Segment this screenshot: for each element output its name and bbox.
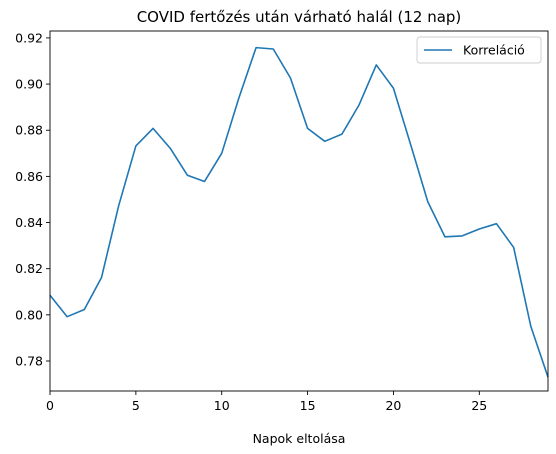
chart-title: COVID fertőzés után várható halál (12 na… [137,8,462,26]
y-tick-label: 0.82 [15,261,43,276]
y-tick-label: 0.92 [15,30,43,45]
series-line-0 [49,46,549,378]
y-tick-label: 0.88 [15,123,43,138]
legend: Korreláció [416,36,542,64]
legend-box [416,36,542,64]
series-layer [49,46,549,378]
x-tick-label: 0 [46,398,54,413]
plot-frame [49,30,549,392]
y-tick-label: 0.80 [15,307,43,322]
x-tick-label: 25 [471,398,487,413]
x-tick-label: 15 [300,398,316,413]
y-tick-label: 0.78 [15,354,43,369]
x-tick-label: 5 [132,398,140,413]
y-tick-label: 0.90 [15,77,43,92]
legend-label: Korreláció [463,43,525,58]
x-tick-label: 10 [214,398,230,413]
y-tick-label: 0.86 [15,169,43,184]
y-tick-label: 0.84 [15,215,43,230]
y-axis: 0.78 0.80 0.82 0.84 0.86 0.88 0.90 0.92 [15,30,50,369]
x-axis: 0 5 10 15 20 25 [46,391,487,413]
x-axis-label: Napok eltolása [253,431,346,446]
x-tick-label: 20 [385,398,401,413]
